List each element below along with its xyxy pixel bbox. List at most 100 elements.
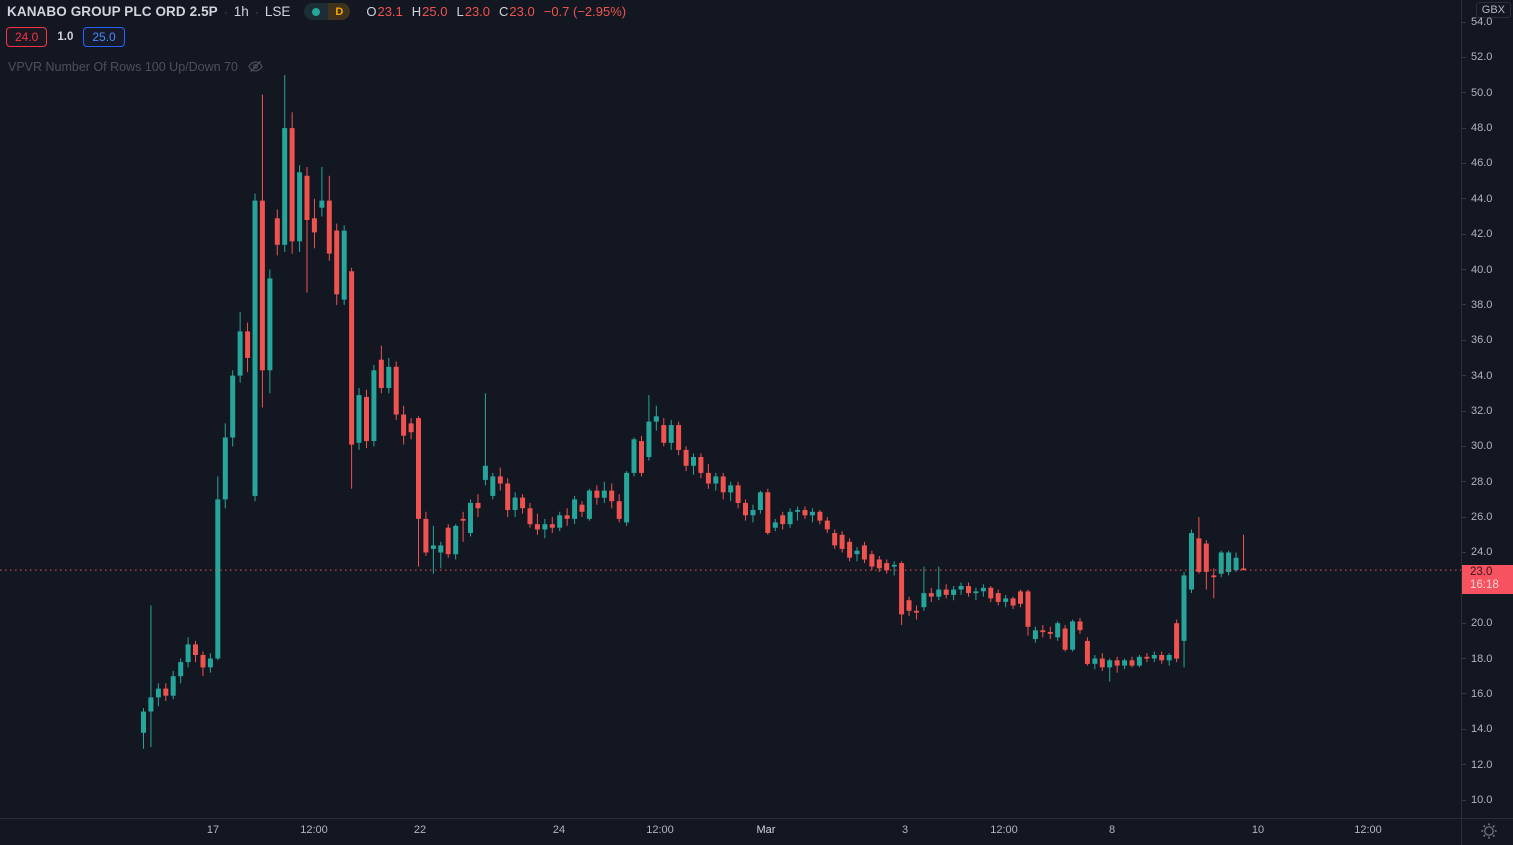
candle-down xyxy=(326,175,332,261)
candle-up xyxy=(1032,626,1038,643)
candle-up xyxy=(951,586,957,601)
price-tick-label: 36.0 xyxy=(1462,333,1492,347)
candle-up xyxy=(453,524,459,560)
price-tick-label: 42.0 xyxy=(1462,227,1492,241)
candle-down xyxy=(1114,656,1120,673)
candle-down xyxy=(817,510,823,525)
eye-off-icon[interactable] xyxy=(247,58,264,75)
price-tick-label: 48.0 xyxy=(1462,121,1492,135)
candle-down xyxy=(1196,517,1202,574)
order-panel: 24.0 1.0 25.0 xyxy=(6,27,125,47)
candle-down xyxy=(735,481,741,509)
candle-down xyxy=(334,223,340,305)
candle-down xyxy=(698,453,704,479)
candle-down xyxy=(839,531,845,553)
time-axis-label: 12:00 xyxy=(646,824,674,836)
candle-up xyxy=(252,193,258,502)
candle-up xyxy=(1189,529,1194,594)
candle-up xyxy=(1151,651,1157,663)
candle-down xyxy=(445,524,451,558)
candle-down xyxy=(1241,534,1246,571)
candle-down xyxy=(966,582,971,597)
candle-down xyxy=(1084,637,1090,666)
candlestick-chart[interactable] xyxy=(0,0,1461,818)
candle-up xyxy=(430,525,436,574)
time-axis-label: 22 xyxy=(413,824,427,836)
price-tick-label: 12.0 xyxy=(1462,758,1492,772)
candle-up xyxy=(148,605,154,747)
candle-up xyxy=(1003,594,1009,608)
candle-up xyxy=(1092,655,1098,670)
candle-up xyxy=(750,504,756,523)
candle-up xyxy=(185,637,191,668)
price-tick-label: 28.0 xyxy=(1462,475,1492,489)
candle-down xyxy=(988,586,994,602)
price-tick-label: 50.0 xyxy=(1462,86,1492,100)
buy-price-button[interactable]: 25.0 xyxy=(83,27,125,47)
ohlc-low: L23.0 xyxy=(456,4,491,19)
candle-down xyxy=(847,538,853,562)
candle-down xyxy=(1025,589,1031,636)
candle-down xyxy=(364,389,369,449)
candle-up xyxy=(230,370,236,447)
candle-down xyxy=(163,683,169,701)
candle-down xyxy=(408,418,414,440)
symbol-title[interactable]: KANABO GROUP PLC ORD 2.5P xyxy=(7,4,218,19)
price-tick-label: 26.0 xyxy=(1462,510,1492,524)
time-axis-label: Mar xyxy=(756,824,776,836)
candle-up xyxy=(1136,655,1142,668)
candle-down xyxy=(259,94,265,408)
sell-price-button[interactable]: 24.0 xyxy=(6,27,48,47)
candle-up xyxy=(512,492,518,518)
candle-up xyxy=(490,472,496,500)
price-tick-label: 32.0 xyxy=(1462,404,1492,418)
candle-down xyxy=(594,485,600,505)
currency-unit-button[interactable]: GBX xyxy=(1475,2,1511,18)
candle-down xyxy=(899,561,905,625)
time-axis-label: 12:00 xyxy=(1354,824,1382,836)
candle-up xyxy=(207,653,213,673)
candle-down xyxy=(401,405,407,445)
price-axis[interactable]: GBX 23.0 16:18 54.0 52.0 50.0 48.0 46.0 44.0 4… xyxy=(1462,0,1513,818)
market-status-pill[interactable]: D xyxy=(304,3,351,20)
order-quantity[interactable]: 1.0 xyxy=(57,31,74,43)
axis-settings-gear-icon[interactable] xyxy=(1480,822,1498,840)
candle-up xyxy=(170,670,176,700)
price-tick-label: 20.0 xyxy=(1462,616,1492,630)
candle-down xyxy=(527,502,533,528)
price-tick-label: 30.0 xyxy=(1462,439,1492,453)
candle-down xyxy=(639,435,644,477)
price-tick-label: 24.0 xyxy=(1462,545,1492,559)
axis-vertical-separator xyxy=(1461,0,1462,845)
candle-down xyxy=(743,499,748,521)
candle-down xyxy=(520,494,526,514)
time-axis[interactable]: 17 12:00 22 24 12:00 Mar 3 12:00 8 10 12:00 xyxy=(0,819,1461,845)
candle-down xyxy=(200,651,206,677)
candle-down xyxy=(416,416,421,567)
last-price-value: 23.0 xyxy=(1470,566,1493,579)
interval-label[interactable]: 1h xyxy=(233,4,249,19)
candle-down xyxy=(661,418,667,447)
candle-down xyxy=(914,605,919,620)
last-price-tag: 23.0 16:18 xyxy=(1462,565,1513,595)
candle-up xyxy=(936,566,942,601)
candle-up xyxy=(371,365,377,447)
candle-up xyxy=(1233,552,1239,572)
candle-up xyxy=(1226,550,1232,576)
candle-down xyxy=(274,209,280,256)
candle-up xyxy=(267,269,273,394)
candle-up xyxy=(1166,653,1172,666)
candle-down xyxy=(995,589,1001,606)
candle-up xyxy=(386,358,392,394)
candle-up xyxy=(809,508,815,523)
candle-up xyxy=(178,658,184,684)
indicator-label[interactable]: VPVR Number Of Rows 100 Up/Down 70 xyxy=(8,59,238,74)
candle-up xyxy=(222,423,228,509)
price-tick-label: 34.0 xyxy=(1462,369,1492,383)
candle-down xyxy=(245,322,251,373)
bar-countdown: 16:18 xyxy=(1470,579,1499,592)
candle-up xyxy=(854,547,860,562)
candle-down xyxy=(928,587,934,602)
candle-down xyxy=(765,488,771,535)
candle-down xyxy=(943,584,949,599)
